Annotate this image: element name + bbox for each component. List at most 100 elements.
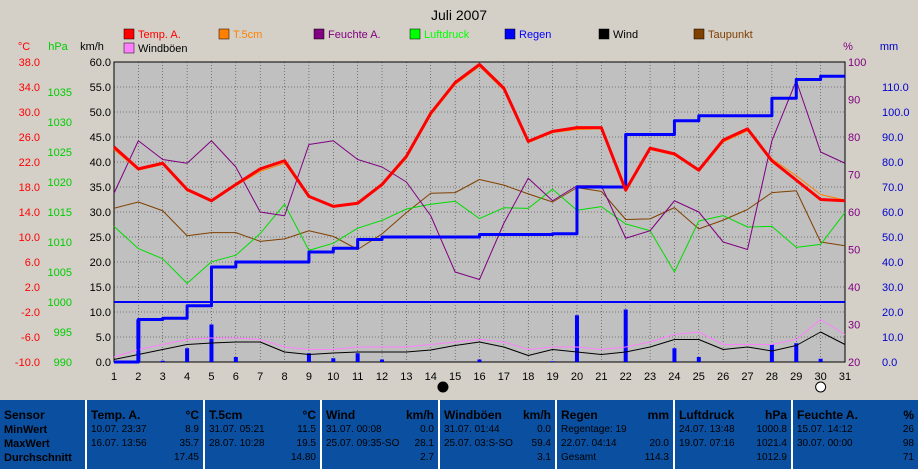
stats-max-row: 25.07. 03:S-SO 59.4: [444, 438, 551, 450]
x-tick-label: 17: [498, 371, 510, 383]
mm-tick-label: 100.0: [882, 107, 910, 119]
x-tick-label: 24: [668, 371, 680, 383]
temp-tick-label: 2.0: [25, 282, 40, 294]
stats-avg-time: Gesamt: [561, 452, 597, 463]
stats-max-row: 22.07. 04:14 20.0: [561, 438, 669, 450]
stats-avg-value: 114.3: [644, 452, 669, 463]
x-tick-label: 26: [717, 371, 729, 383]
stats-max-time: 16.07. 13:56: [91, 438, 147, 449]
mm-tick-label: 110.0: [882, 82, 909, 94]
hpa-tick-label: 1030: [48, 117, 72, 129]
hpa-tick-label: 1005: [48, 267, 72, 279]
stats-max-time: 25.07. 09:35-SO: [326, 438, 400, 449]
pct-tick-label: 70: [848, 170, 860, 182]
day-marker: [815, 381, 827, 393]
stats-min-time: 31.07. 01:44: [444, 424, 500, 435]
pct-tick-label: 80: [848, 132, 860, 144]
x-tick-label: 29: [790, 371, 802, 383]
stats-column-unit: °C: [302, 408, 316, 422]
stats-avg-value: 3.1: [537, 452, 551, 463]
rain-bar: [160, 360, 165, 362]
kmh-tick-label: 5.0: [96, 332, 111, 344]
legend-swatch: [313, 28, 325, 40]
stats-max-time: 30.07. 00:00: [797, 438, 853, 449]
kmh-tick-label: 35.0: [90, 182, 111, 194]
mm-tick-label: 70.0: [882, 182, 903, 194]
stats-column-separator: [555, 400, 557, 469]
legend-label: Taupunkt: [708, 29, 753, 41]
stats-avg-value: 1012.9: [756, 452, 787, 463]
stats-max-row: 30.07. 00:00 98: [797, 438, 914, 450]
x-tick-label: 4: [184, 371, 190, 383]
stats-column-unit: km/h: [405, 408, 434, 422]
x-tick-label: 25: [693, 371, 705, 383]
legend-swatch: [504, 28, 516, 40]
stats-min-time: 24.07. 13:48: [679, 424, 735, 435]
legend-label: Temp. A.: [138, 29, 181, 41]
stats-max-row: 25.07. 09:35-SO 28.1: [326, 438, 434, 450]
stats-max-time: 28.07. 10:28: [209, 438, 265, 449]
stats-min-time: 15.07. 14:12: [797, 424, 853, 435]
stats-max-value: 98: [902, 438, 914, 449]
kmh-tick-label: 20.0: [90, 257, 111, 269]
stats-column-unit: hPa: [764, 408, 787, 422]
mm-tick-label: 20.0: [882, 307, 903, 319]
pct-tick-label: 40: [848, 282, 860, 294]
stats-min-row: 15.07. 14:12 26: [797, 424, 914, 436]
temp-tick-label: -2.0: [21, 307, 40, 319]
rain-bar: [355, 353, 360, 362]
temp-tick-label: 30.0: [19, 107, 40, 119]
hpa-tick-label: 990: [54, 357, 72, 369]
rain-bar: [696, 357, 701, 362]
series-line-taupunkt: [113, 179, 846, 250]
legend-label: T.5cm: [233, 29, 262, 41]
rain-bar: [794, 343, 799, 362]
x-tick-label: 19: [546, 371, 558, 383]
temp-tick-label: 22.0: [19, 157, 40, 169]
pct-tick-label: 100: [848, 57, 866, 69]
stats-min-row: 31.07. 00:08 0.0: [326, 424, 434, 436]
stats-column: T.5cm °C 31.07. 05:21 11.5 28.07. 10:28 19.5 1…: [205, 400, 320, 469]
stats-avg-value: 2.7: [420, 452, 434, 463]
x-tick-label: 12: [376, 371, 388, 383]
hpa-tick-label: 1025: [48, 147, 72, 159]
stats-max-row: 28.07. 10:28 19.5: [209, 438, 316, 450]
x-tick-label: 9: [306, 371, 312, 383]
kmh-tick-label: 60.0: [90, 57, 111, 69]
stats-column-header: Wind km/h: [326, 408, 434, 422]
rain-bar: [550, 361, 555, 362]
kmh-tick-label: 50.0: [90, 107, 111, 119]
x-tick-label: 10: [327, 371, 339, 383]
pct-axis-label: %: [843, 41, 853, 53]
series-line-feuchte-a-: [113, 80, 846, 280]
kmh-tick-label: 45.0: [90, 132, 111, 144]
mm-tick-label: 80.0: [882, 157, 903, 169]
x-tick-label: 13: [400, 371, 412, 383]
stats-min-value: 0.0: [537, 424, 551, 435]
stats-column: Temp. A. °C 10.07. 23:37 8.9 16.07. 13:56 35.…: [87, 400, 203, 469]
temp-tick-label: 18.0: [19, 182, 40, 194]
stats-column: Luftdruck hPa 24.07. 13:48 1000.8 19.07. 07:…: [675, 400, 791, 469]
stats-avg-value: 17.45: [173, 452, 199, 463]
temp-tick-label: 6.0: [25, 257, 40, 269]
x-tick-label: 31: [839, 371, 851, 383]
x-tick-label: 21: [595, 371, 607, 383]
legend-label: Windböen: [138, 43, 188, 55]
stats-min-value: 26: [902, 424, 914, 435]
stats-avg-row: 2.7: [326, 452, 434, 464]
stats-max-row: 16.07. 13:56 35.7: [91, 438, 199, 450]
legend-label: Regen: [519, 29, 551, 41]
kmh-tick-label: 40.0: [90, 157, 111, 169]
pct-tick-label: 90: [848, 95, 860, 107]
kmh-tick-label: 25.0: [90, 232, 111, 244]
stats-column: Windböen km/h 31.07. 01:44 0.0 25.07. 03:S-S…: [440, 400, 555, 469]
hpa-tick-label: 1015: [48, 207, 72, 219]
series-line-temp-a-: [112, 63, 846, 208]
stats-min-row: Regentage: 19: [561, 424, 669, 436]
series-line-regen: [114, 74, 845, 364]
stats-column-unit: °C: [185, 408, 199, 422]
x-tick-label: 3: [160, 371, 166, 383]
kmh-tick-label: 15.0: [90, 282, 111, 294]
hpa-tick-label: 1020: [48, 177, 72, 189]
rain-bar: [306, 353, 311, 362]
